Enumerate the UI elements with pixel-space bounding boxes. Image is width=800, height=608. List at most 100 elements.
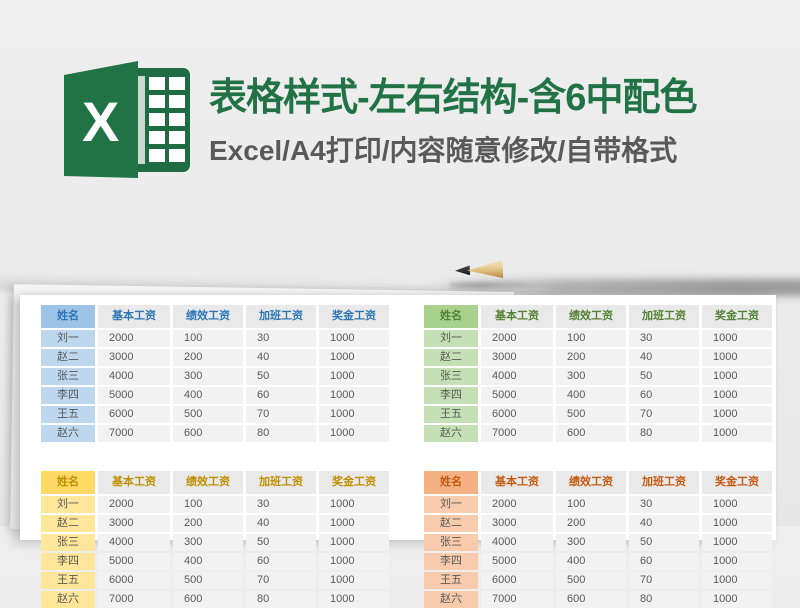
salary-value-cell: 80 xyxy=(246,591,316,608)
salary-value-cell: 300 xyxy=(556,534,626,551)
salary-column-header: 加班工资 xyxy=(246,305,316,328)
salary-value-cell: 4000 xyxy=(98,368,170,385)
salary-value-cell: 30 xyxy=(629,330,699,347)
salary-value-cell: 5000 xyxy=(98,553,170,570)
logo-letter: X xyxy=(82,90,119,153)
page-subtitle: Excel/A4打印/内容随意修改/自带格式 xyxy=(209,135,678,166)
salary-value-cell: 80 xyxy=(246,425,316,442)
employee-name-cell: 赵六 xyxy=(424,425,478,442)
pencil-body xyxy=(501,250,767,278)
salary-value-cell: 30 xyxy=(246,330,316,347)
salary-value-cell: 7000 xyxy=(481,591,553,608)
salary-value-cell: 5000 xyxy=(481,553,553,570)
salary-value-cell: 1000 xyxy=(702,496,772,513)
salary-value-cell: 100 xyxy=(556,330,626,347)
salary-value-cell: 1000 xyxy=(702,591,772,608)
salary-value-cell: 3000 xyxy=(98,515,170,532)
salary-value-cell: 30 xyxy=(246,496,316,513)
salary-value-cell: 4000 xyxy=(481,368,553,385)
name-column-header: 姓名 xyxy=(424,305,478,328)
employee-name-cell: 赵六 xyxy=(41,591,95,608)
salary-value-cell: 50 xyxy=(629,534,699,551)
salary-value-cell: 500 xyxy=(173,406,243,423)
employee-name-cell: 赵二 xyxy=(424,349,478,366)
salary-value-cell: 70 xyxy=(246,572,316,589)
pencil-wood-cone xyxy=(467,260,504,279)
salary-column-header: 基本工资 xyxy=(481,305,553,328)
salary-value-cell: 600 xyxy=(556,591,626,608)
salary-value-cell: 300 xyxy=(173,534,243,551)
salary-value-cell: 1000 xyxy=(319,387,389,404)
salary-column-header: 加班工资 xyxy=(629,471,699,494)
employee-name-cell: 刘一 xyxy=(424,330,478,347)
salary-table-blue: 姓名 基本工资 绩效工资 加班工资 奖金工资 刘一 2000 100 30 1000 赵二 3000 2… xyxy=(41,305,389,442)
salary-value-cell: 1000 xyxy=(702,425,772,442)
salary-value-cell: 70 xyxy=(629,572,699,589)
salary-value-cell: 60 xyxy=(629,387,699,404)
salary-value-cell: 50 xyxy=(246,534,316,551)
pencil-cast-shadow xyxy=(430,279,800,296)
employee-name-cell: 张三 xyxy=(41,368,95,385)
salary-value-cell: 300 xyxy=(556,368,626,385)
salary-value-cell: 1000 xyxy=(702,406,772,423)
salary-column-header: 绩效工资 xyxy=(173,471,243,494)
employee-name-cell: 李四 xyxy=(41,387,95,404)
salary-value-cell: 60 xyxy=(246,553,316,570)
salary-column-header: 奖金工资 xyxy=(319,471,389,494)
name-column-header: 姓名 xyxy=(41,471,95,494)
employee-name-cell: 李四 xyxy=(424,387,478,404)
salary-value-cell: 400 xyxy=(173,387,243,404)
salary-value-cell: 7000 xyxy=(98,425,170,442)
salary-value-cell: 1000 xyxy=(319,349,389,366)
employee-name-cell: 赵六 xyxy=(41,425,95,442)
salary-value-cell: 300 xyxy=(173,368,243,385)
employee-name-cell: 王五 xyxy=(41,406,95,423)
salary-value-cell: 7000 xyxy=(481,425,553,442)
salary-value-cell: 30 xyxy=(629,496,699,513)
pencil-graphic xyxy=(455,250,767,280)
employee-name-cell: 张三 xyxy=(41,534,95,551)
employee-name-cell: 李四 xyxy=(41,553,95,570)
salary-value-cell: 1000 xyxy=(319,496,389,513)
salary-value-cell: 100 xyxy=(556,496,626,513)
salary-column-header: 绩效工资 xyxy=(556,305,626,328)
salary-value-cell: 80 xyxy=(629,425,699,442)
salary-value-cell: 6000 xyxy=(98,572,170,589)
salary-column-header: 奖金工资 xyxy=(702,305,772,328)
name-column-header: 姓名 xyxy=(424,471,478,494)
salary-value-cell: 70 xyxy=(246,406,316,423)
salary-column-header: 加班工资 xyxy=(246,471,316,494)
salary-value-cell: 100 xyxy=(173,496,243,513)
salary-table-orange: 姓名 基本工资 绩效工资 加班工资 奖金工资 刘一 2000 100 30 1000 赵二 3000 2… xyxy=(424,471,772,608)
worksheet-paper: 姓名 基本工资 绩效工资 加班工资 奖金工资 刘一 2000 100 30 1000 赵二 3000 2… xyxy=(20,295,776,608)
template-banner: X 表格样式-左右结构-含6中配色 Excel/A4打印/内容随意修改/自带格式 xyxy=(0,0,800,250)
salary-value-cell: 3000 xyxy=(481,349,553,366)
salary-value-cell: 2000 xyxy=(98,330,170,347)
employee-name-cell: 李四 xyxy=(424,553,478,570)
salary-column-header: 基本工资 xyxy=(98,305,170,328)
salary-value-cell: 50 xyxy=(629,368,699,385)
salary-value-cell: 60 xyxy=(629,553,699,570)
salary-column-header: 加班工资 xyxy=(629,305,699,328)
salary-value-cell: 70 xyxy=(629,406,699,423)
employee-name-cell: 王五 xyxy=(41,572,95,589)
salary-value-cell: 6000 xyxy=(481,572,553,589)
salary-table-yellow: 姓名 基本工资 绩效工资 加班工资 奖金工资 刘一 2000 100 30 1000 赵二 3000 2… xyxy=(41,471,389,608)
salary-value-cell: 2000 xyxy=(98,496,170,513)
salary-value-cell: 500 xyxy=(173,572,243,589)
salary-column-header: 奖金工资 xyxy=(319,305,389,328)
salary-value-cell: 40 xyxy=(246,349,316,366)
salary-value-cell: 400 xyxy=(556,553,626,570)
salary-value-cell: 400 xyxy=(556,387,626,404)
salary-value-cell: 1000 xyxy=(319,368,389,385)
salary-value-cell: 3000 xyxy=(98,349,170,366)
page-title: 表格样式-左右结构-含6中配色 xyxy=(209,77,697,119)
salary-value-cell: 1000 xyxy=(319,330,389,347)
salary-value-cell: 40 xyxy=(629,515,699,532)
pencil-tip-shadow xyxy=(450,281,540,289)
salary-value-cell: 80 xyxy=(629,591,699,608)
salary-value-cell: 600 xyxy=(556,425,626,442)
salary-value-cell: 5000 xyxy=(481,387,553,404)
salary-value-cell: 500 xyxy=(556,572,626,589)
employee-name-cell: 王五 xyxy=(424,572,478,589)
